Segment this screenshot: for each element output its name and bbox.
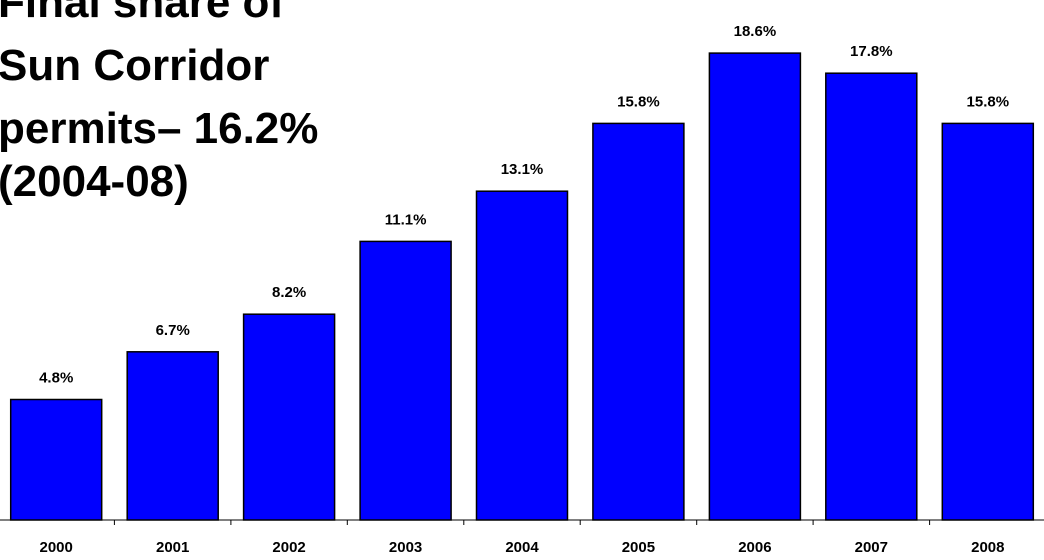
chart-title-line: (2004-08) [0, 157, 189, 206]
bars-group [9, 52, 1035, 521]
x-tick-label-2007: 2007 [855, 539, 888, 556]
value-label-2007: 17.8% [850, 43, 893, 60]
value-label-2004: 13.1% [501, 161, 544, 178]
chart-title-line: Sun Corridor [0, 41, 269, 90]
bar-2002 [242, 313, 336, 521]
x-tick-label-2005: 2005 [622, 539, 655, 556]
value-label-2006: 18.6% [734, 23, 777, 40]
x-tick-label-2003: 2003 [389, 539, 422, 556]
bar-2005 [592, 122, 685, 521]
bar-2008 [941, 122, 1035, 521]
x-tick-label-2001: 2001 [156, 539, 189, 556]
value-label-2005: 15.8% [617, 93, 660, 110]
x-tick-label-2000: 2000 [40, 539, 73, 556]
chart-title: Final share of Sun Corridor permits– 16.… [0, 0, 318, 206]
x-tick-label-2006: 2006 [738, 539, 771, 556]
value-label-2000: 4.8% [39, 370, 73, 387]
bar-2000 [9, 398, 103, 521]
x-axis-tick-labels: 2000 2001 2002 2003 2004 2005 2006 2007 2008 [40, 539, 1005, 556]
value-label-2001: 6.7% [156, 322, 190, 339]
bar-2003 [359, 240, 452, 521]
value-label-2003: 11.1% [385, 211, 427, 228]
value-label-2002: 8.2% [272, 284, 306, 301]
x-tick-label-2004: 2004 [505, 539, 539, 556]
bar-2007 [825, 72, 918, 521]
x-tick-label-2002: 2002 [272, 539, 305, 556]
bar-2006 [708, 52, 802, 521]
value-label-2008: 15.8% [967, 93, 1010, 110]
bar-2004 [475, 190, 569, 521]
chart-title-line: permits– 16.2% [0, 104, 318, 153]
x-tick-label-2008: 2008 [971, 539, 1004, 556]
bar-2001 [126, 351, 219, 521]
chart-title-line: Final share of [0, 0, 284, 27]
x-axis-ticks [113, 520, 931, 525]
value-labels-group: 4.8% 6.7% 8.2% 11.1% 13.1% 15.8% 18.6% 17.8% 15.… [39, 23, 1009, 386]
